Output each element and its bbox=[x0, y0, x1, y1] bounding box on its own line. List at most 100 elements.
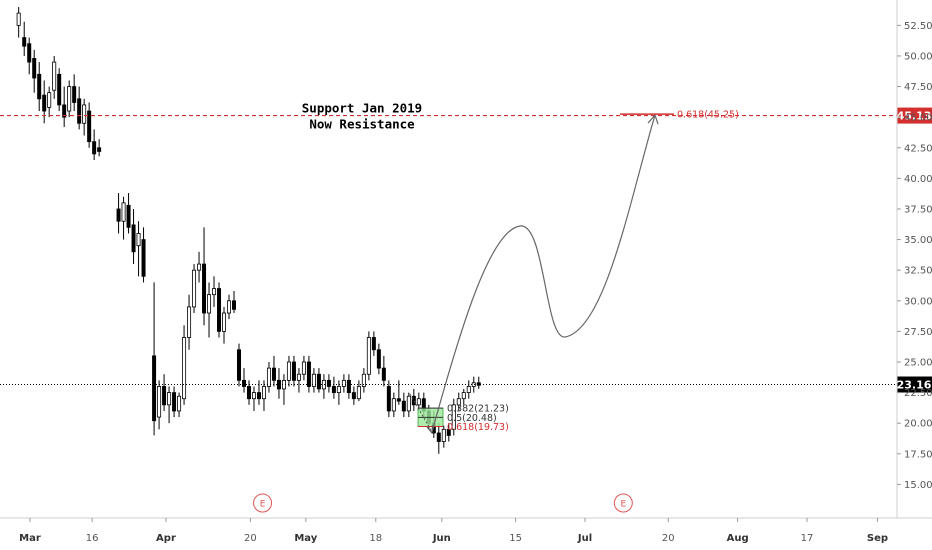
candle-up bbox=[416, 398, 421, 406]
price-tick-label: 15.00 bbox=[904, 480, 932, 491]
candle-up bbox=[177, 395, 182, 412]
candle-up bbox=[466, 386, 471, 393]
time-tick-label: Jun bbox=[432, 533, 451, 544]
price-tick-label: 20.00 bbox=[904, 419, 932, 430]
earnings-marker bbox=[253, 493, 273, 513]
candle-up bbox=[391, 398, 396, 412]
candle-down bbox=[256, 392, 261, 400]
candle-down bbox=[236, 349, 241, 381]
candle-up bbox=[251, 392, 256, 400]
price-tick-label: 52.50 bbox=[904, 21, 932, 32]
candle-up bbox=[207, 294, 212, 314]
candle-up bbox=[366, 337, 371, 375]
candle-down bbox=[42, 94, 47, 112]
candle-down bbox=[126, 204, 131, 228]
price-tick-label: 30.00 bbox=[904, 296, 932, 307]
candle-down bbox=[376, 349, 381, 369]
annotation-text: Support Jan 2019 bbox=[302, 101, 422, 116]
candle-up bbox=[406, 395, 411, 412]
candle-down bbox=[331, 386, 336, 393]
candle-down bbox=[87, 110, 92, 143]
candle-down bbox=[246, 386, 251, 400]
price-tick-label: 50.00 bbox=[904, 51, 932, 62]
candle-down bbox=[92, 141, 97, 155]
resistance-price-label: 45.13 bbox=[897, 110, 932, 123]
candle-down bbox=[22, 37, 27, 47]
candle-up bbox=[296, 373, 301, 381]
candle-up bbox=[286, 361, 291, 381]
candle-down bbox=[131, 224, 136, 253]
time-tick-label: Jul bbox=[577, 533, 592, 544]
time-tick-label: 20 bbox=[662, 533, 675, 544]
candle-down bbox=[162, 386, 167, 406]
candle-down bbox=[381, 367, 386, 381]
price-tick-label: 40.00 bbox=[904, 174, 932, 185]
projected-path bbox=[431, 114, 656, 433]
candle-up bbox=[82, 104, 87, 124]
time-tick-label: Sep bbox=[867, 533, 888, 544]
candle-down bbox=[276, 379, 281, 390]
candle-down bbox=[232, 300, 237, 310]
price-tick-label: 25.00 bbox=[904, 357, 932, 368]
candle-up bbox=[301, 361, 306, 375]
candle-up bbox=[47, 92, 52, 108]
annotation-text: Now Resistance bbox=[309, 117, 415, 132]
candle-up bbox=[361, 373, 366, 387]
candle-down bbox=[371, 337, 376, 351]
candle-down bbox=[37, 73, 42, 100]
time-tick-label: 18 bbox=[369, 533, 382, 544]
price-tick-label: 17.50 bbox=[904, 449, 932, 460]
candle-down bbox=[141, 239, 146, 277]
candle-down bbox=[116, 208, 121, 222]
price-tick-label: 45.00 bbox=[904, 113, 932, 124]
candle-down bbox=[306, 361, 311, 387]
candle-up bbox=[441, 428, 446, 442]
candle-down bbox=[27, 43, 32, 63]
price-tick-label: 35.00 bbox=[904, 235, 932, 246]
projected-path-arrowhead bbox=[647, 113, 659, 125]
candle-up bbox=[451, 404, 456, 430]
candle-up bbox=[321, 379, 326, 390]
time-tick-label: Apr bbox=[156, 533, 176, 544]
candle-down bbox=[436, 432, 441, 442]
candle-down bbox=[97, 147, 102, 152]
candle-up bbox=[167, 392, 172, 406]
candle-up bbox=[157, 386, 162, 418]
candle-down bbox=[411, 395, 416, 406]
last-price-label: 23.16 bbox=[897, 379, 932, 392]
candle-up bbox=[227, 300, 232, 314]
candle-up bbox=[212, 288, 217, 296]
candle-up bbox=[266, 367, 271, 387]
candle-down bbox=[291, 361, 296, 381]
candle-down bbox=[326, 379, 331, 387]
target-fib-label: 0.618(45.25) bbox=[677, 110, 739, 121]
earnings-marker bbox=[613, 493, 633, 513]
candle-down bbox=[217, 288, 222, 332]
candle-up bbox=[192, 269, 197, 308]
candle-up bbox=[341, 379, 346, 387]
candle-down bbox=[72, 86, 77, 103]
price-tick-label: 27.50 bbox=[904, 327, 932, 338]
time-tick-label: Aug bbox=[727, 533, 749, 544]
candle-up bbox=[311, 373, 316, 387]
fib-level-label: 0.618(19.73) bbox=[447, 422, 509, 433]
candle-up bbox=[336, 386, 341, 393]
price-axis: 52.50 50.00 47.50 45.00 42.50 40.00 37.50 35.00… bbox=[896, 0, 932, 518]
candle-down bbox=[446, 428, 451, 436]
price-tick-label: 47.50 bbox=[904, 82, 932, 93]
candle-down bbox=[202, 263, 207, 314]
time-tick-label: 20 bbox=[244, 533, 257, 544]
candle-up bbox=[67, 86, 72, 112]
pullback-path bbox=[409, 393, 433, 433]
candle-up bbox=[456, 398, 461, 406]
candle-down bbox=[62, 104, 67, 118]
earnings-marker-label: E bbox=[260, 500, 266, 510]
fib-level-label: 0.382(21.23) bbox=[447, 404, 509, 415]
candle-up bbox=[121, 202, 126, 222]
candle-down bbox=[57, 73, 62, 106]
candle-down bbox=[396, 398, 401, 402]
candle-down bbox=[32, 58, 37, 79]
